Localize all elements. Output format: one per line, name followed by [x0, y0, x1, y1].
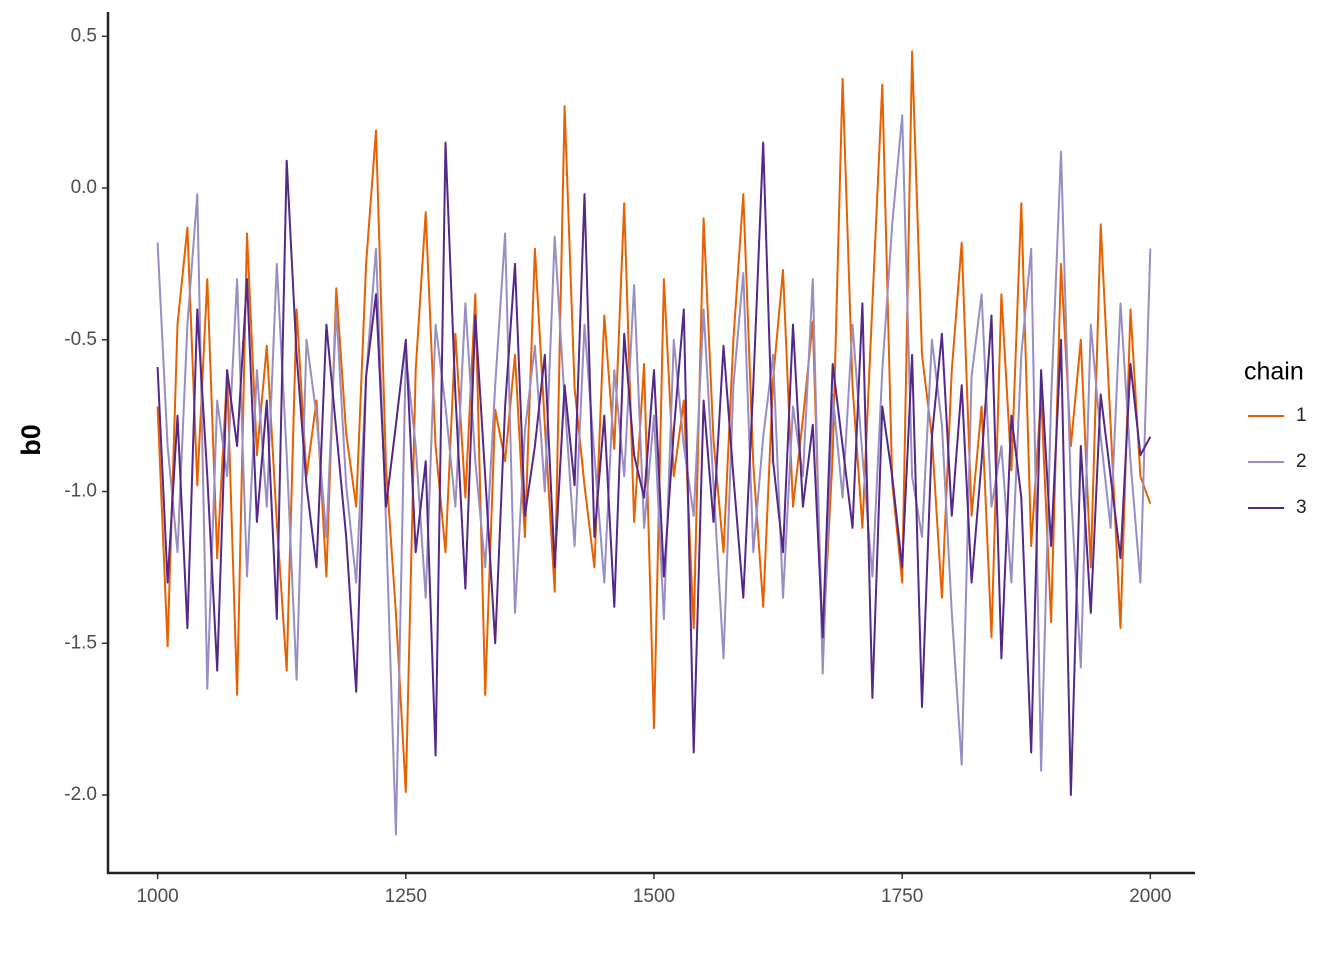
- legend-label: 3: [1296, 497, 1307, 518]
- x-tick-label: 1000: [136, 886, 178, 907]
- y-tick-label: -1.5: [64, 632, 97, 653]
- y-axis-label: b0: [16, 424, 46, 456]
- legend-label: 2: [1296, 451, 1307, 472]
- legend-label: 1: [1296, 405, 1307, 426]
- x-tick-label: 1750: [881, 886, 923, 907]
- y-tick-label: -2.0: [64, 784, 97, 805]
- x-tick-label: 2000: [1129, 886, 1171, 907]
- y-tick-label: 0.5: [71, 25, 97, 46]
- chain-trace: [156, 50, 1152, 793]
- legend-title: chain: [1244, 358, 1304, 386]
- y-tick-label: 0.0: [71, 177, 97, 198]
- x-tick-label: 1250: [385, 886, 427, 907]
- x-tick-label: 1500: [633, 886, 675, 907]
- y-tick-label: -0.5: [64, 329, 97, 350]
- chain-trace: [156, 114, 1152, 836]
- chain-trace: [156, 141, 1152, 796]
- y-tick-label: -1.0: [64, 481, 97, 502]
